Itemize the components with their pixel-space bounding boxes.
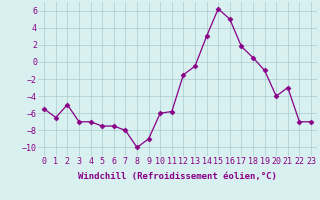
X-axis label: Windchill (Refroidissement éolien,°C): Windchill (Refroidissement éolien,°C) xyxy=(78,172,277,181)
